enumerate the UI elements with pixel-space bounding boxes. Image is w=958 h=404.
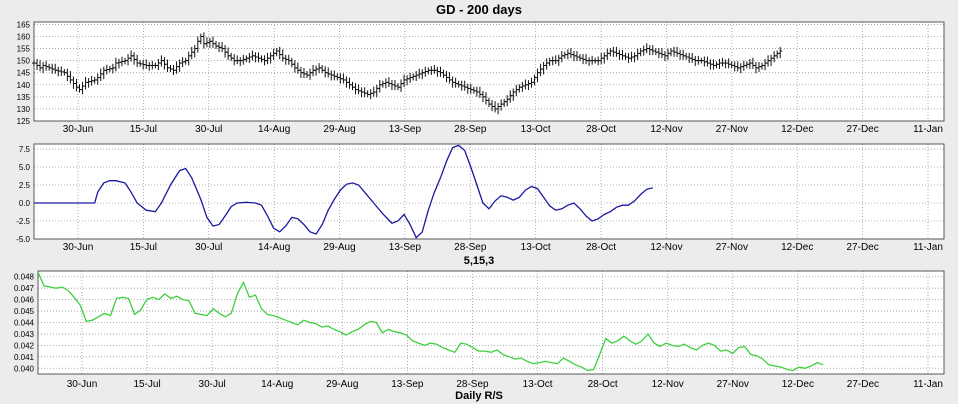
- x-tick-label: 28-Oct: [586, 242, 616, 253]
- x-tick-label: 27-Nov: [716, 124, 748, 135]
- x-tick-label: 12-Nov: [652, 379, 684, 390]
- x-tick-label: 29-Aug: [323, 124, 355, 135]
- y-tick-label: 0.045: [14, 307, 35, 316]
- plot-frame: [33, 21, 945, 122]
- y-tick-label: -2.5: [16, 217, 30, 226]
- x-tick-label: 15-Jul: [130, 242, 157, 253]
- x-tick-label: 15-Jul: [133, 379, 160, 390]
- y-tick-label: 0.048: [14, 273, 35, 282]
- x-tick-label: 13-Oct: [521, 124, 551, 135]
- y-tick-label: 0.044: [14, 319, 35, 328]
- x-tick-label: 27-Nov: [717, 379, 749, 390]
- x-tick-label: 27-Dec: [846, 242, 878, 253]
- x-tick-label: 14-Aug: [261, 379, 293, 390]
- y-tick-label: 135: [17, 93, 31, 102]
- x-tick-label: 15-Jul: [130, 124, 157, 135]
- y-tick-label: 160: [17, 32, 31, 41]
- oscillator-line: [34, 144, 653, 239]
- x-tick-label: 13-Sep: [389, 124, 422, 135]
- x-tick-label: 30-Jul: [195, 242, 222, 253]
- y-tick-label: 0.042: [14, 341, 35, 350]
- x-tick-label: 11-Jan: [913, 379, 943, 390]
- y-tick-label: 130: [17, 105, 31, 114]
- y-tick-label: 5.0: [19, 163, 31, 172]
- y-tick-label: 125: [17, 117, 31, 126]
- y-tick-label: -5.0: [16, 235, 30, 244]
- x-tick-label: 28-Oct: [586, 124, 616, 135]
- x-tick-label: 12-Nov: [650, 124, 682, 135]
- y-tick-label: 145: [17, 69, 31, 78]
- x-tick-label: 27-Dec: [847, 379, 879, 390]
- x-tick-label: 29-Aug: [326, 379, 358, 390]
- x-tick-label: 13-Oct: [521, 242, 551, 253]
- x-tick-label: 11-Jan: [913, 124, 943, 135]
- x-tick-label: 27-Dec: [846, 124, 878, 135]
- plot-frame: [37, 270, 945, 375]
- y-tick-label: 150: [17, 57, 31, 66]
- oscillator-title: 5,15,3: [463, 255, 495, 267]
- y-tick-label: 140: [17, 81, 31, 90]
- x-tick-label: 30-Jul: [195, 124, 222, 135]
- x-tick-label: 28-Oct: [588, 379, 618, 390]
- y-tick-label: 2.5: [19, 181, 31, 190]
- x-tick-label: 13-Oct: [523, 379, 553, 390]
- x-tick-label: 30-Jun: [63, 124, 94, 135]
- x-tick-label: 28-Sep: [454, 242, 487, 253]
- plot-area: [34, 144, 944, 239]
- x-tick-label: 28-Sep: [454, 124, 487, 135]
- x-tick-label: 11-Jan: [913, 242, 943, 253]
- x-tick-label: 12-Dec: [781, 242, 813, 253]
- y-tick-label: 165: [17, 20, 31, 29]
- x-tick-label: 29-Aug: [323, 242, 355, 253]
- y-tick-label: 0.0: [19, 199, 31, 208]
- x-tick-label: 14-Aug: [258, 124, 290, 135]
- relative-strength-line: [37, 271, 824, 372]
- x-tick-label: 13-Sep: [389, 242, 422, 253]
- chart-title: GD - 200 days: [436, 2, 522, 17]
- x-tick-label: 30-Jun: [67, 379, 98, 390]
- x-tick-label: 12-Nov: [650, 242, 682, 253]
- y-tick-label: 0.040: [14, 364, 35, 373]
- plot-frame: [33, 143, 945, 240]
- x-tick-label: 12-Dec: [781, 124, 813, 135]
- x-tick-label: 13-Sep: [391, 379, 424, 390]
- y-tick-label: 155: [17, 45, 31, 54]
- x-tick-label: 28-Sep: [456, 379, 489, 390]
- x-tick-label: 12-Dec: [782, 379, 814, 390]
- y-tick-label: 0.041: [14, 353, 35, 362]
- y-tick-label: 0.043: [14, 330, 35, 339]
- relative-strength-title: Daily R/S: [455, 390, 503, 402]
- x-tick-label: 30-Jun: [63, 242, 94, 253]
- x-tick-label: 30-Jul: [199, 379, 226, 390]
- y-tick-label: 0.046: [14, 296, 35, 305]
- y-tick-label: 7.5: [19, 145, 31, 154]
- relative-strength-panel: 0.040 0.041 0.042 0.043 0.044 0.045 0.046 0.047…: [14, 270, 945, 390]
- oscillator-panel: -5.0 -2.5 0.0 2.5 5.0 7.5 30-Jun 15-Jul 30-Jul 14…: [16, 143, 945, 253]
- y-tick-label: 0.047: [14, 284, 35, 293]
- x-tick-label: 27-Nov: [716, 242, 748, 253]
- x-tick-label: 14-Aug: [258, 242, 290, 253]
- price-panel: 125 130 135 140 145 150 155 160 165 30-Jun 15-Jul 3…: [17, 20, 945, 135]
